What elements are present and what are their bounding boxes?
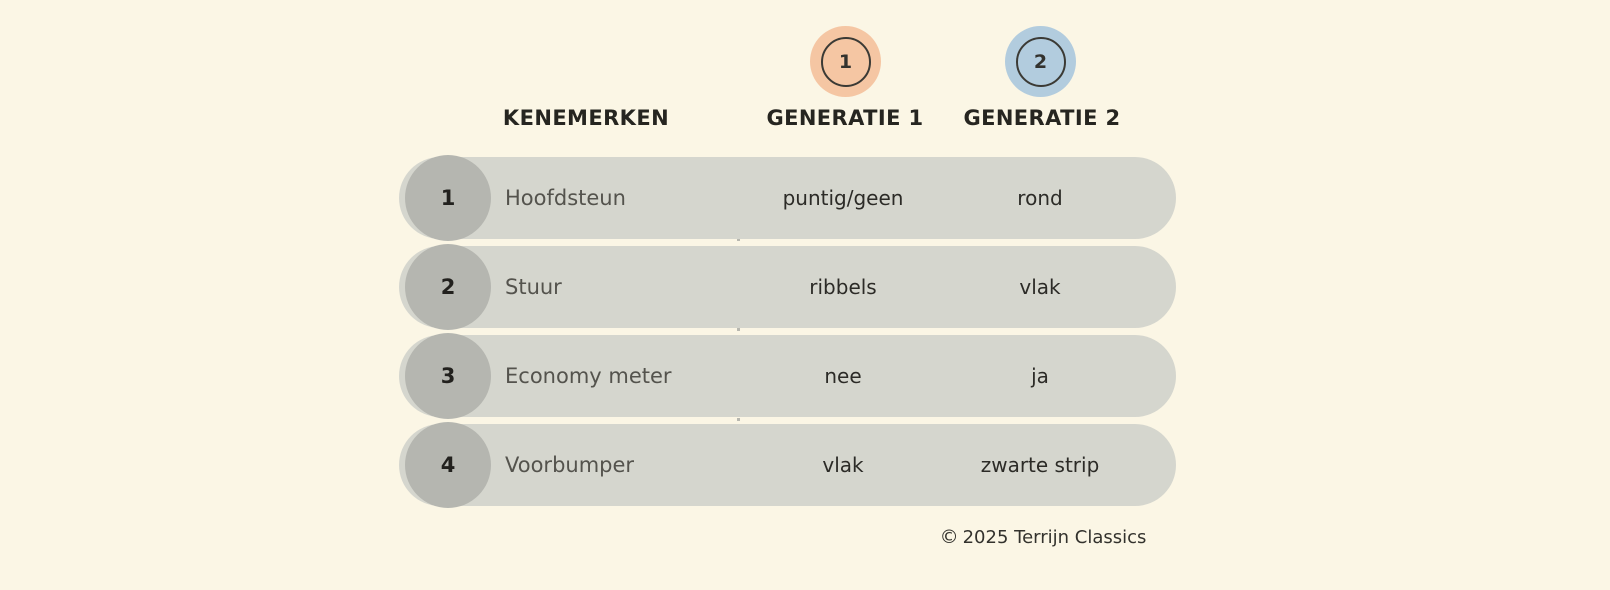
row-feature-label: Voorbumper (505, 453, 635, 477)
table-row: 3 Economy meter nee ja (399, 333, 1176, 419)
copyright-footer: © 2025 Terrijn Classics (940, 526, 1147, 548)
row-gen2-value: ja (1031, 364, 1049, 388)
row-gen2-value: zwarte strip (980, 453, 1100, 477)
table-row: 4 Voorbumper vlak zwarte strip (399, 422, 1176, 508)
generation-1-badge: 1 (810, 26, 881, 97)
table-row: 2 Stuur ribbels vlak (399, 244, 1176, 330)
row-gen2-value: vlak (1019, 275, 1061, 299)
row-number-badge: 1 (405, 155, 491, 241)
row-gen1-value: ribbels (809, 275, 877, 299)
row-gen1-value: nee (824, 364, 862, 388)
column-header-generation-1: GENERATIE 1 (766, 106, 924, 130)
column-header-generation-2: GENERATIE 2 (963, 106, 1121, 130)
copyright-icon: © (939, 526, 959, 548)
copyright-text: 2025 Terrijn Classics (962, 527, 1147, 548)
row-number-badge: 3 (405, 333, 491, 419)
column-header-features: KENEMERKEN (502, 106, 670, 130)
column-divider-dotted-line (737, 157, 740, 506)
generation-1-badge-number: 1 (820, 36, 871, 87)
row-feature-label: Economy meter (505, 364, 672, 388)
row-gen1-value: vlak (822, 453, 864, 477)
row-number-badge: 4 (405, 422, 491, 508)
row-number-badge: 2 (405, 244, 491, 330)
generation-2-badge-number: 2 (1015, 36, 1066, 87)
row-feature-label: Stuur (505, 275, 562, 299)
row-gen1-value: puntig/geen (782, 186, 904, 210)
table-row: 1 Hoofdsteun puntig/geen rond (399, 155, 1176, 241)
row-feature-label: Hoofdsteun (505, 186, 626, 210)
generation-2-badge: 2 (1005, 26, 1076, 97)
row-gen2-value: rond (1017, 186, 1063, 210)
